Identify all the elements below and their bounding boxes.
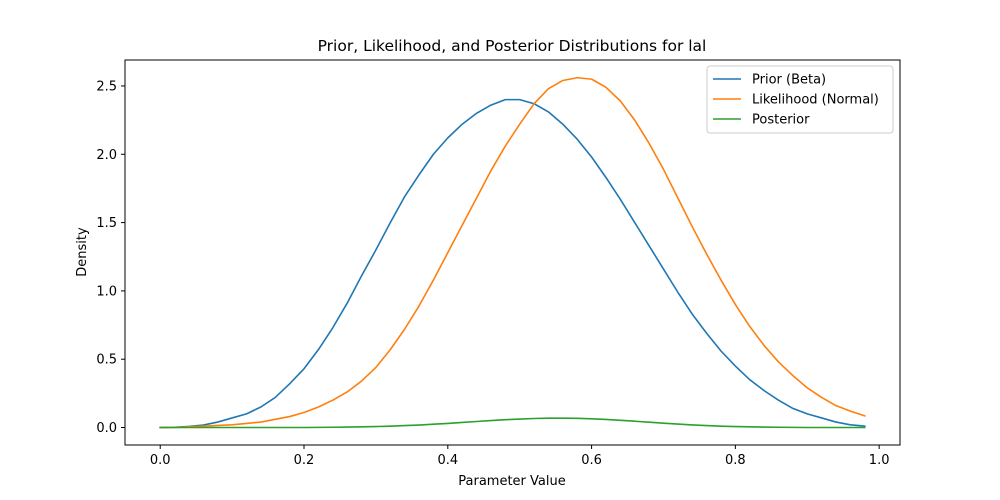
series-line-2 — [159, 417, 866, 429]
y-tick-label: 0.0 — [96, 421, 117, 436]
x-tick-label: 0.6 — [581, 453, 602, 468]
legend-box — [706, 65, 894, 134]
x-tick-label: 0.8 — [725, 453, 746, 468]
x-axis: 0.0 0.2 0.4 0.6 0.8 1.0 — [150, 445, 890, 468]
plot-area-frame — [124, 59, 901, 446]
x-axis-title: Parameter Value — [458, 474, 565, 489]
x-tick-label: 1.0 — [869, 453, 890, 468]
y-tick-label: 1.0 — [96, 284, 117, 299]
series-line-1 — [159, 76, 866, 429]
y-tick-label: 2.0 — [96, 148, 117, 163]
series-line-0 — [159, 98, 866, 429]
y-tick-label: 2.5 — [96, 79, 117, 94]
y-axis: 0.0 0.5 1.0 1.5 2.0 2.5 — [96, 79, 125, 436]
legend-label-0: Prior (Beta) — [752, 73, 826, 88]
x-tick-label: 0.0 — [150, 453, 171, 468]
legend-label-2: Posterior — [752, 113, 810, 128]
y-axis-title: Density — [75, 227, 90, 277]
chart-title: Prior, Likelihood, and Posterior Distrib… — [318, 37, 707, 55]
series-layer — [159, 76, 866, 429]
x-tick-label: 0.4 — [437, 453, 458, 468]
x-tick-label: 0.2 — [294, 453, 315, 468]
y-tick-label: 0.5 — [96, 353, 117, 368]
legend-label-1: Likelihood (Normal) — [752, 93, 879, 108]
legend: Prior (Beta) Likelihood (Normal) Posterior — [706, 65, 894, 134]
y-tick-label: 1.5 — [96, 216, 117, 231]
